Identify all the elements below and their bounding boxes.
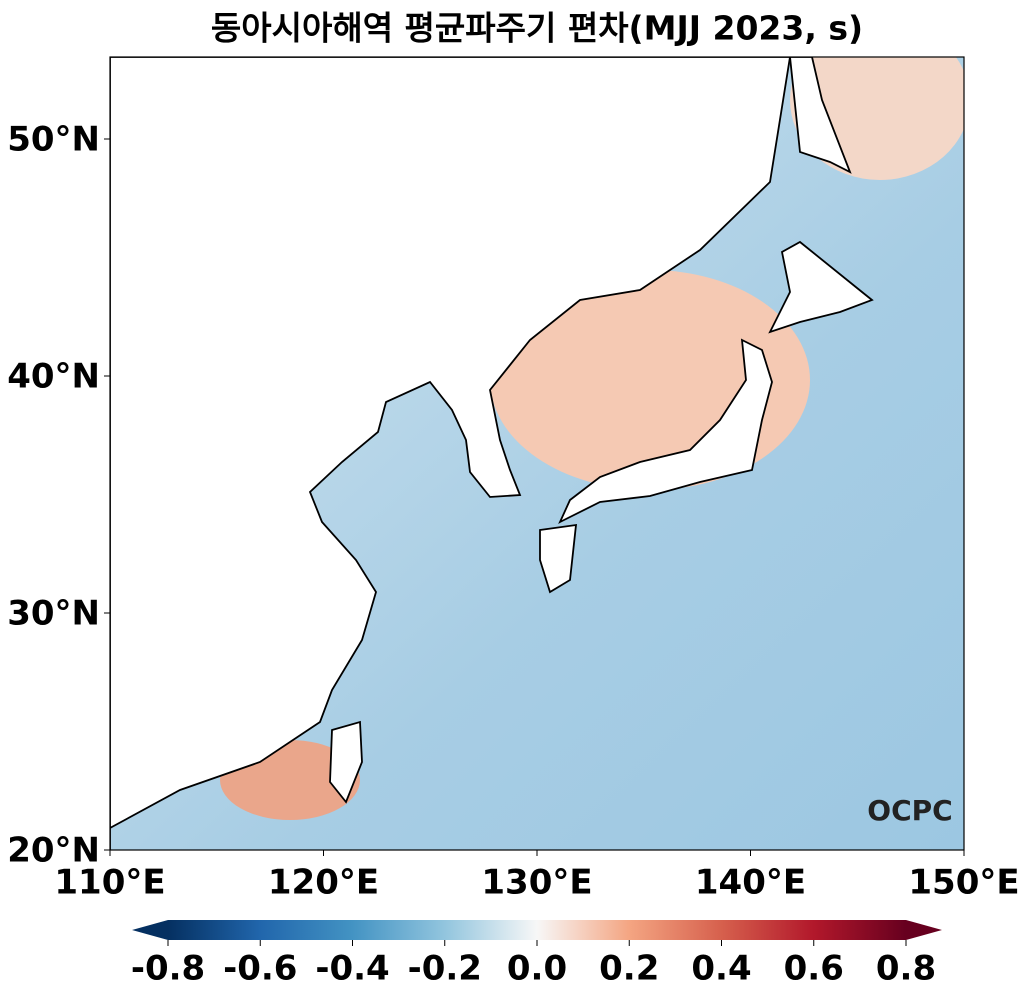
colorbar-tick-label: -0.6 bbox=[223, 949, 297, 989]
x-tick-label: 150°E bbox=[908, 863, 1019, 903]
x-tick-label: 130°E bbox=[481, 863, 592, 903]
colorbar-tick-label: -0.4 bbox=[315, 949, 389, 989]
colorbar-tick-label: 0.4 bbox=[691, 949, 751, 989]
x-tick-label: 110°E bbox=[54, 863, 165, 903]
colorbar-tick-label: -0.8 bbox=[131, 949, 205, 989]
logo: OCPC bbox=[867, 794, 952, 827]
y-tick-label: 50°N bbox=[7, 120, 100, 160]
land bbox=[768, 240, 874, 334]
x-tick-label: 140°E bbox=[695, 863, 806, 903]
y-tick-label: 30°N bbox=[7, 594, 100, 634]
map bbox=[110, 57, 964, 850]
land bbox=[329, 720, 363, 804]
colorbar-tick-label: 0.0 bbox=[507, 949, 567, 989]
colorbar-tick-label: 0.8 bbox=[876, 949, 936, 989]
colorbar-tick-label: -0.2 bbox=[408, 949, 482, 989]
y-tick-label: 40°N bbox=[7, 357, 100, 397]
chart-title: 동아시아해역 평균파주기 편차(MJJ 2023, s) bbox=[211, 9, 863, 48]
colorbar-tick-label: 0.2 bbox=[599, 949, 659, 989]
land bbox=[539, 523, 578, 594]
colorbar-extend bbox=[906, 920, 942, 940]
y-tick-label: 20°N bbox=[7, 831, 100, 871]
land bbox=[558, 338, 773, 524]
colorbar-extend bbox=[132, 920, 168, 940]
land bbox=[110, 57, 791, 850]
colorbar bbox=[168, 920, 906, 940]
colorbar-tick-label: 0.6 bbox=[784, 949, 844, 989]
land bbox=[789, 57, 852, 174]
x-tick-label: 120°E bbox=[268, 863, 379, 903]
